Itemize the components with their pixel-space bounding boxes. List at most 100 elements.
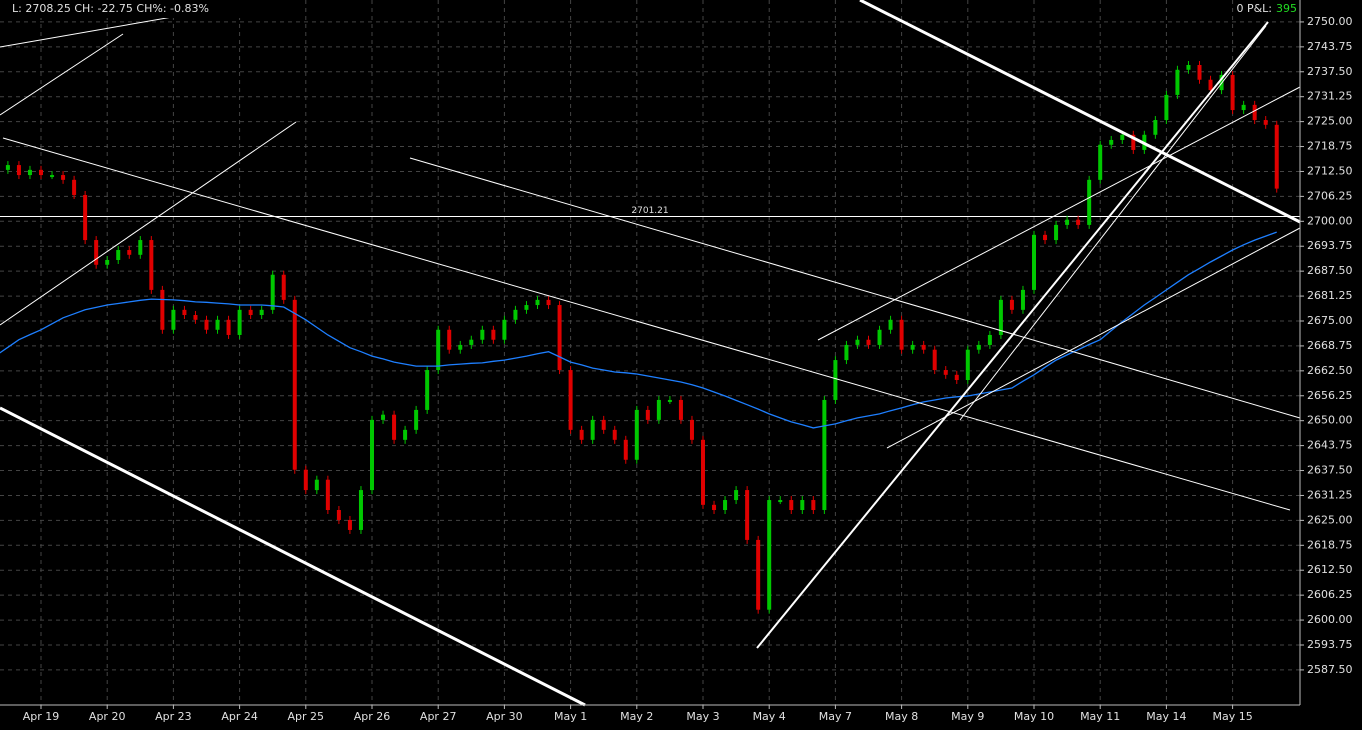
y-tick-label: 2706.25 <box>1307 189 1353 202</box>
x-tick-label: Apr 26 <box>354 710 391 723</box>
price-bar <box>822 399 827 511</box>
y-tick-label: 2712.50 <box>1307 164 1353 177</box>
y-tick-label: 2612.50 <box>1307 563 1353 576</box>
price-bar <box>458 344 463 350</box>
trendline <box>409 157 1301 419</box>
price-bar <box>436 329 441 371</box>
x-tick-label: Apr 24 <box>221 710 258 723</box>
price-bar <box>800 500 805 511</box>
price-bar <box>1043 234 1048 241</box>
price-bar <box>546 299 551 306</box>
price-bar <box>193 315 198 320</box>
price-bar <box>292 299 297 470</box>
price-bar <box>491 329 496 340</box>
price-bar <box>469 339 474 345</box>
x-tick-label: May 10 <box>1014 710 1054 723</box>
price-bar <box>1087 179 1092 225</box>
pnl-label: 0 P&L: <box>1236 2 1272 15</box>
trendline <box>756 21 1269 649</box>
price-bar <box>1120 134 1125 140</box>
price-bar <box>1131 134 1136 150</box>
trendline <box>0 406 586 707</box>
price-bar <box>855 339 860 345</box>
y-tick-label: 2668.75 <box>1307 339 1353 352</box>
y-tick-label: 2593.75 <box>1307 638 1353 651</box>
price-bar <box>943 370 948 375</box>
trendline <box>2 137 1291 511</box>
x-tick-label: May 11 <box>1080 710 1120 723</box>
trendline <box>817 86 1301 341</box>
price-bar <box>734 490 739 501</box>
price-bar <box>833 360 838 400</box>
price-bar <box>1032 234 1036 290</box>
y-tick-label: 2637.50 <box>1307 464 1353 477</box>
y-tick-label: 2743.75 <box>1307 40 1353 53</box>
x-tick-label: Apr 23 <box>155 710 192 723</box>
price-bar <box>480 329 485 340</box>
moving-average <box>0 231 1277 429</box>
x-tick-label: Apr 27 <box>420 710 457 723</box>
price-bar <box>1175 69 1180 95</box>
price-bar <box>1252 104 1257 121</box>
trendline <box>886 227 1301 449</box>
y-tick-label: 2650.00 <box>1307 414 1353 427</box>
quote-box <box>0 0 280 18</box>
price-bar <box>502 319 507 340</box>
y-tick-label: 2700.00 <box>1307 214 1353 227</box>
price-bar <box>601 419 606 430</box>
price-bar <box>1186 64 1191 70</box>
price-bar <box>767 500 772 610</box>
price-bar <box>94 240 99 265</box>
price-bar <box>866 339 871 345</box>
price-bar <box>72 179 77 195</box>
price-bar <box>27 169 32 176</box>
marks <box>0 60 1300 614</box>
y-tick-label: 2725.00 <box>1307 115 1353 128</box>
price-bar <box>336 510 341 520</box>
price-bar <box>921 344 926 350</box>
price-bar <box>16 165 21 176</box>
price-bar <box>1153 120 1158 135</box>
price-bar <box>1076 219 1081 225</box>
price-bar <box>568 370 573 430</box>
price-bar <box>513 309 518 320</box>
price-bar <box>634 409 639 460</box>
y-tick-label: 2718.75 <box>1307 140 1353 153</box>
level-label: 2701.21 <box>631 206 668 216</box>
price-bar <box>745 490 750 540</box>
price-bar <box>712 504 717 511</box>
y-tick-label: 2662.50 <box>1307 364 1353 377</box>
price-bar <box>237 309 242 335</box>
price-bar <box>1054 224 1059 241</box>
price-bar <box>557 305 562 371</box>
y-tick-label: 2656.25 <box>1307 389 1353 402</box>
price-bar <box>370 419 374 491</box>
price-bar <box>403 429 408 440</box>
price-bar <box>590 419 595 440</box>
x-tick-label: May 1 <box>554 710 587 723</box>
y-tick-label: 2687.50 <box>1307 264 1353 277</box>
x-tick-label: May 7 <box>819 710 852 723</box>
price-bar <box>1109 139 1114 145</box>
price-bar <box>381 414 386 420</box>
y-tick-label: 2587.50 <box>1307 663 1353 676</box>
price-bar <box>116 250 121 260</box>
y-tick-label: 2731.25 <box>1307 90 1353 103</box>
quote: L: 2708.25 CH: -22.75 CH%: -0.83% <box>12 2 209 15</box>
x-tick-label: Apr 19 <box>23 710 60 723</box>
price-bar <box>138 240 143 255</box>
price-bar <box>1020 289 1025 310</box>
trendline <box>0 121 297 326</box>
price-bar <box>127 250 132 255</box>
price-bar <box>656 399 661 420</box>
price-bar <box>524 305 529 310</box>
price-bar <box>932 349 937 371</box>
price-bar <box>1197 64 1202 80</box>
price-bar <box>160 289 165 330</box>
price-bar <box>579 429 584 440</box>
x-tick-label: Apr 20 <box>89 710 126 723</box>
price-bar <box>105 259 110 265</box>
price-bar <box>1164 94 1169 121</box>
price-bar <box>612 429 617 440</box>
